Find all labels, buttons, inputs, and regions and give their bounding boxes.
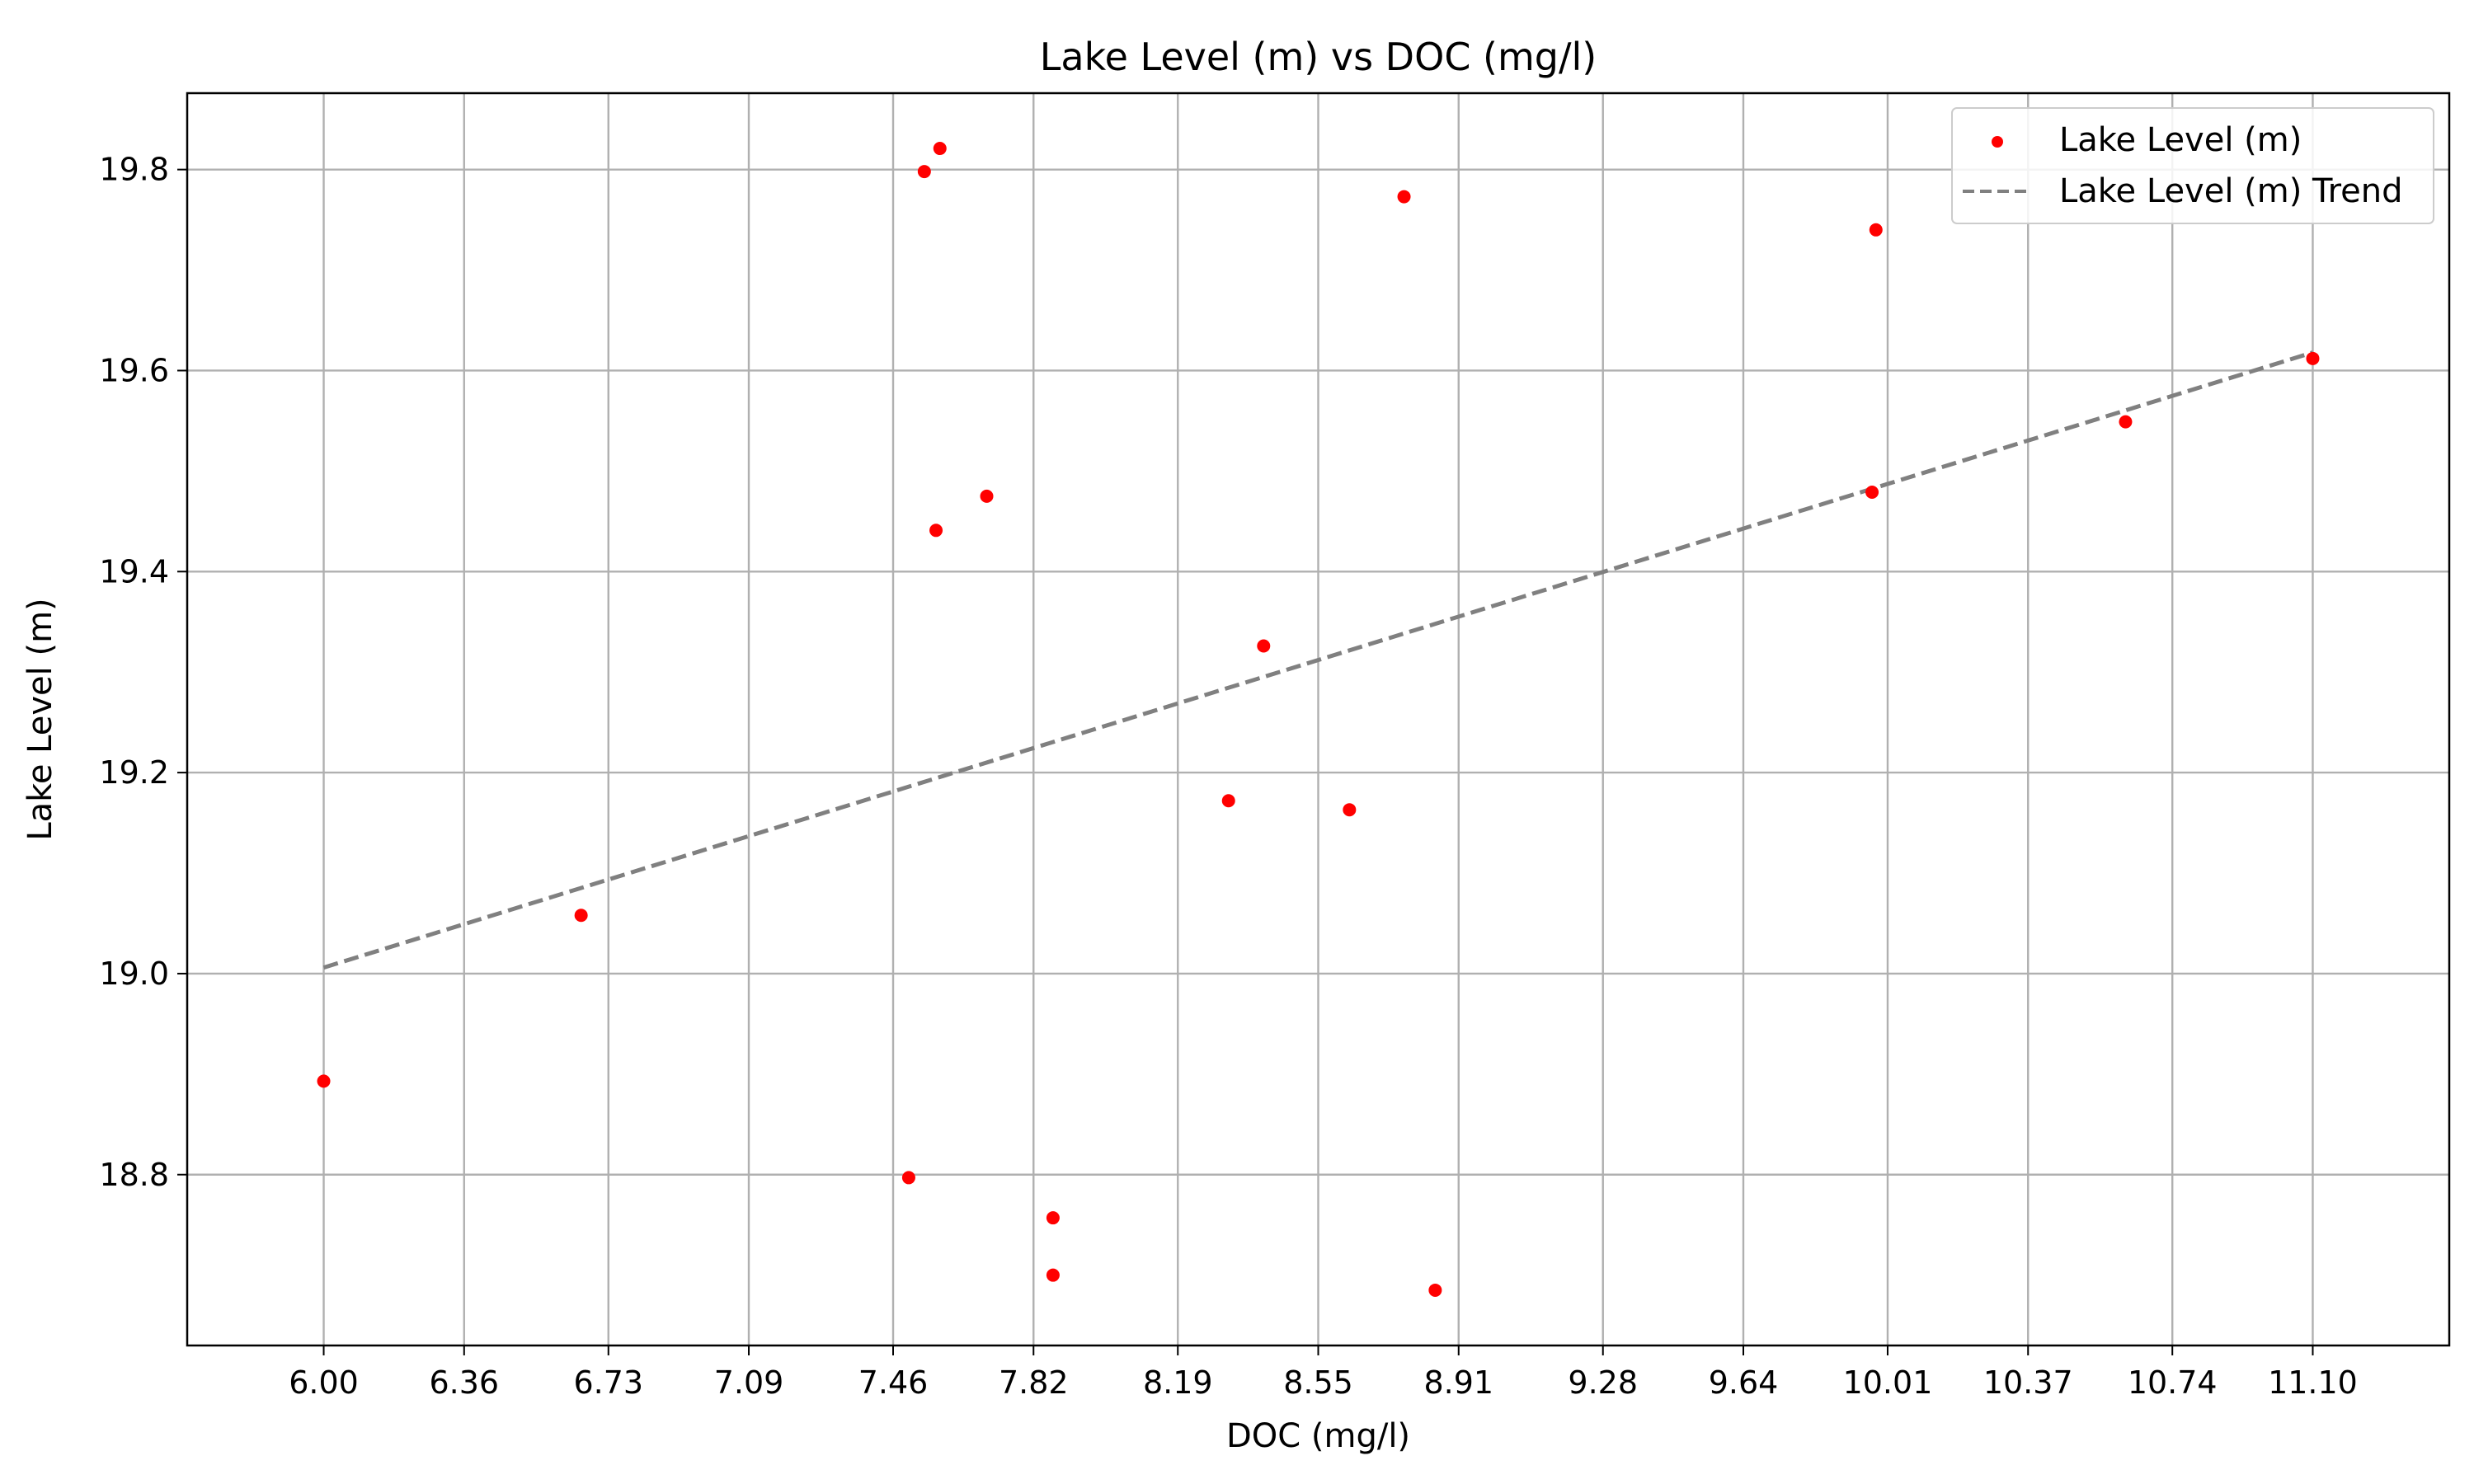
y-tick-label: 19.8 xyxy=(99,152,169,188)
legend-scatter-label: Lake Level (m) xyxy=(2059,121,2302,159)
legend-trend-label: Lake Level (m) Trend xyxy=(2059,172,2403,210)
data-point xyxy=(1221,794,1235,808)
data-point xyxy=(2306,351,2320,365)
x-tick-label: 10.01 xyxy=(1843,1364,1933,1401)
data-point xyxy=(1257,639,1271,653)
x-tick-label: 8.55 xyxy=(1283,1364,1353,1401)
data-point xyxy=(1046,1211,1060,1225)
y-tick-label: 19.0 xyxy=(99,956,169,992)
legend-scatter-marker xyxy=(1992,136,2003,148)
x-tick-label: 11.10 xyxy=(2268,1364,2358,1401)
y-axis-label: Lake Level (m) xyxy=(21,598,59,840)
chart-title: Lake Level (m) vs DOC (mg/l) xyxy=(1040,35,1597,79)
x-tick-label: 7.46 xyxy=(858,1364,929,1401)
legend: Lake Level (m) Lake Level (m) Trend xyxy=(1951,107,2434,224)
x-tick-label: 8.19 xyxy=(1143,1364,1213,1401)
data-point xyxy=(1865,485,1879,499)
trend-line xyxy=(322,350,2314,970)
data-point xyxy=(917,165,931,179)
trend-line-layer xyxy=(322,350,2314,970)
data-point xyxy=(901,1171,915,1185)
data-point xyxy=(2119,415,2133,429)
y-tick-label: 18.8 xyxy=(99,1157,169,1193)
y-tick-label: 19.6 xyxy=(99,352,169,388)
data-point xyxy=(317,1074,331,1088)
data-point xyxy=(1046,1268,1060,1282)
y-tick-label: 19.2 xyxy=(99,754,169,791)
x-tick-label: 9.28 xyxy=(1568,1364,1638,1401)
data-point xyxy=(1428,1283,1442,1297)
x-tick-label: 10.37 xyxy=(1983,1364,2073,1401)
x-tick-label: 9.64 xyxy=(1709,1364,1779,1401)
data-point xyxy=(1397,190,1411,204)
data-point xyxy=(933,142,947,156)
x-axis-label: DOC (mg/l) xyxy=(1226,1417,1410,1455)
x-tick-label: 8.91 xyxy=(1423,1364,1493,1401)
data-point xyxy=(1869,223,1883,237)
data-point xyxy=(1343,803,1357,817)
legend-box xyxy=(1951,107,2434,224)
grid-lines xyxy=(187,93,2449,1345)
x-tick-label: 6.73 xyxy=(573,1364,643,1401)
data-point xyxy=(929,524,943,538)
x-tick-label: 6.36 xyxy=(429,1364,499,1401)
data-points-layer xyxy=(317,142,2320,1297)
data-point xyxy=(980,489,994,503)
x-tick-label: 7.82 xyxy=(999,1364,1069,1401)
x-axis-ticks: 6.00 6.36 6.73 7.09 7.46 7.82 8.19 8.55 8.91 9.28… xyxy=(289,1345,2358,1401)
x-tick-label: 6.00 xyxy=(289,1364,359,1401)
x-tick-label: 7.09 xyxy=(714,1364,784,1401)
data-point xyxy=(574,909,588,923)
y-axis-ticks: 18.8 19.0 19.2 19.4 19.6 19.8 xyxy=(99,152,187,1193)
y-tick-label: 19.4 xyxy=(99,553,169,589)
x-tick-label: 10.74 xyxy=(2128,1364,2218,1401)
